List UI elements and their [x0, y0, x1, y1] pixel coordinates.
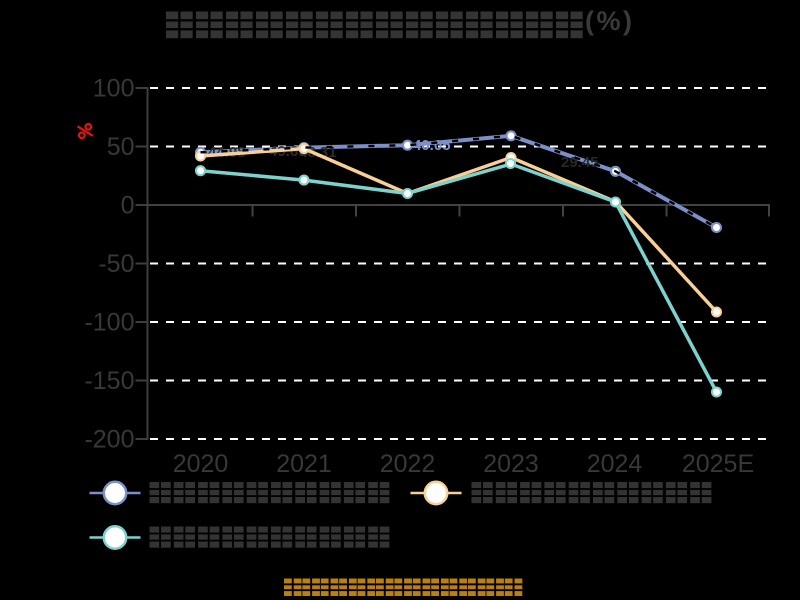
svg-text:40.05: 40.05	[413, 137, 451, 154]
svg-text:2021: 2021	[276, 450, 332, 478]
svg-text:50: 50	[107, 133, 135, 161]
svg-text:(%): (%)	[585, 6, 635, 36]
svg-text:-50: -50	[98, 250, 134, 278]
svg-text:2020: 2020	[173, 450, 229, 478]
svg-text:2022: 2022	[380, 450, 436, 478]
svg-text:2025E: 2025E	[682, 450, 754, 478]
svg-text:-100: -100	[84, 309, 134, 337]
svg-text:-150: -150	[84, 367, 134, 395]
svg-text:-200: -200	[84, 426, 134, 454]
svg-text:0: 0	[121, 192, 135, 220]
svg-text:29.45: 29.45	[561, 154, 599, 171]
svg-text:2024: 2024	[587, 450, 643, 478]
svg-text:2023: 2023	[483, 450, 539, 478]
svg-text:100: 100	[93, 75, 135, 103]
